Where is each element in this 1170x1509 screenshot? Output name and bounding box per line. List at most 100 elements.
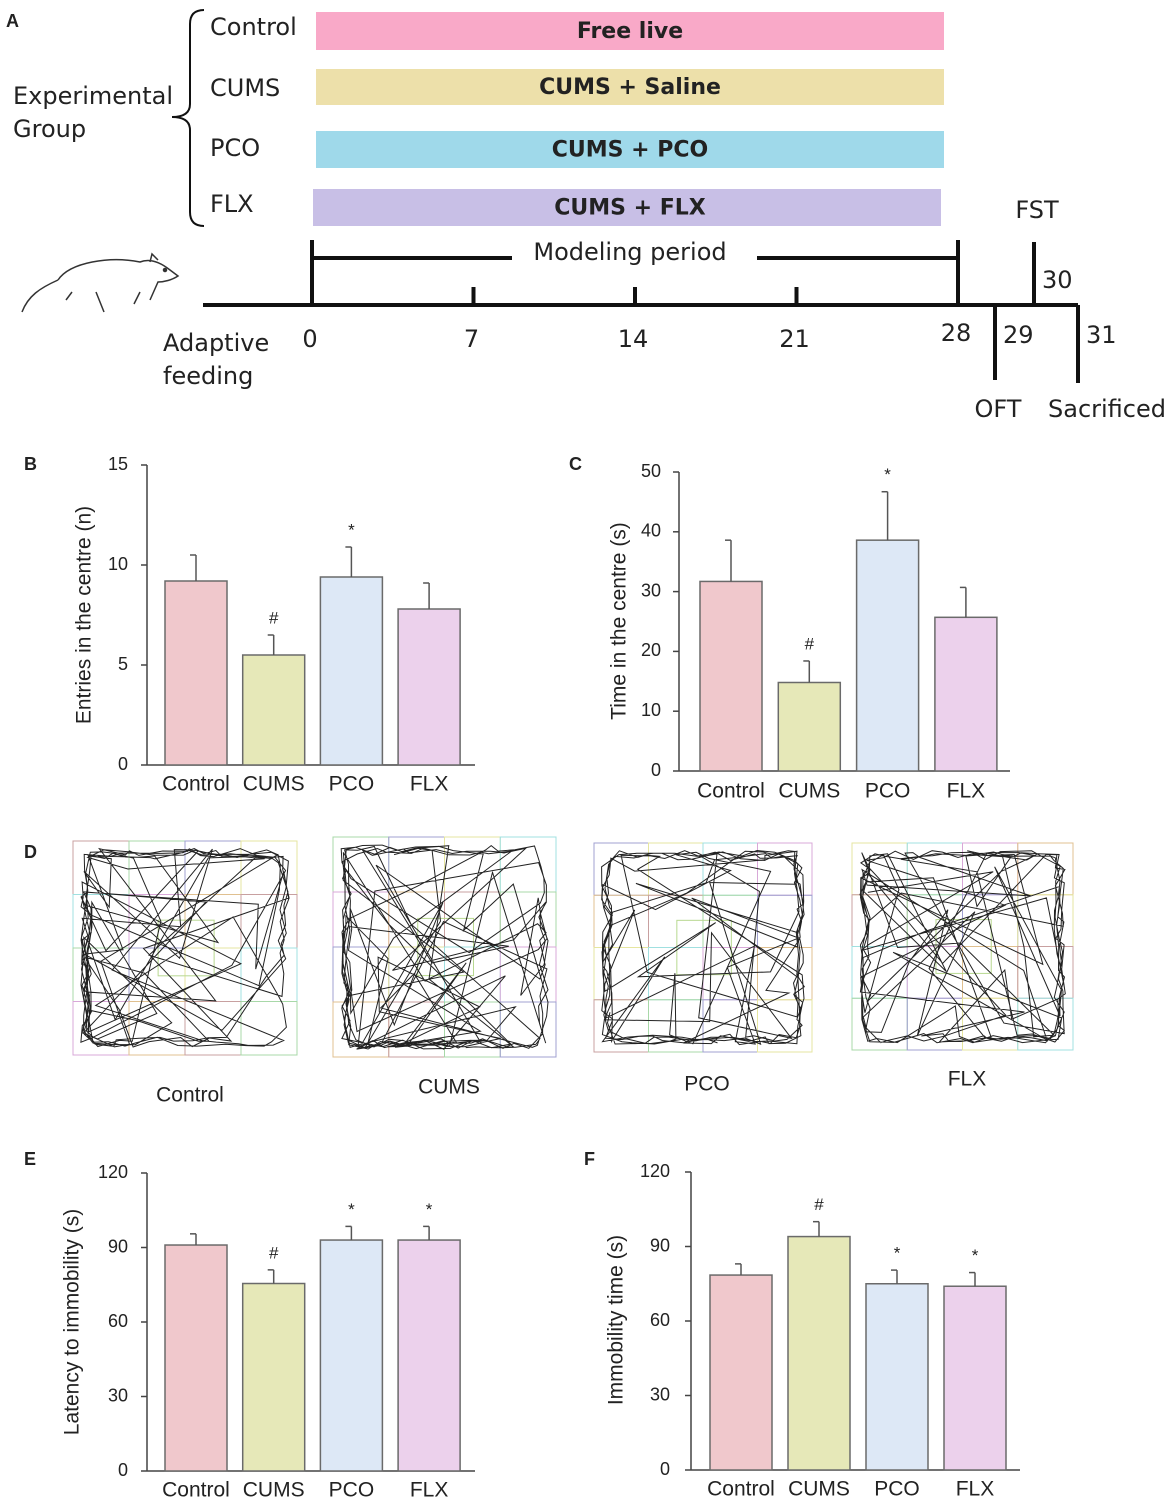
treatment-label: Free live — [577, 19, 683, 44]
arena-zone — [332, 946, 390, 1003]
bar — [397, 1239, 461, 1472]
y-axis-label: Entries in the centre (n) — [73, 506, 96, 724]
bar — [787, 1235, 851, 1471]
event-label: FST — [1015, 196, 1059, 224]
x-tick-label: PCO — [874, 1478, 920, 1501]
panel-label: C — [569, 454, 582, 474]
trace-label: PCO — [684, 1073, 730, 1096]
arena-zone — [648, 894, 704, 948]
start-label: Adaptive feeding — [163, 329, 270, 390]
day-label: 14 — [618, 325, 649, 353]
x-tick-label: Control — [162, 1479, 230, 1502]
bar — [943, 1285, 1007, 1471]
y-tick-label: 90 — [108, 1236, 128, 1256]
day-label: 7 — [464, 325, 479, 353]
treatment-label: CUMS + PCO — [552, 138, 708, 163]
event-label: Sacrificed — [1048, 395, 1166, 423]
significance-mark: # — [814, 1195, 824, 1214]
significance-mark: * — [972, 1246, 979, 1265]
arena-zone — [499, 1001, 557, 1058]
x-tick-label: CUMS — [778, 780, 840, 803]
x-tick-label: PCO — [329, 1479, 375, 1502]
bar — [241, 1282, 306, 1472]
bar — [777, 681, 842, 772]
x-tick-label: CUMS — [243, 1479, 305, 1502]
x-tick-label: FLX — [410, 773, 449, 796]
significance-mark: # — [805, 634, 815, 653]
arena-zone — [332, 891, 390, 948]
rat-icon — [21, 252, 180, 313]
open-field-trace — [851, 842, 1074, 1051]
bar — [319, 576, 384, 766]
y-tick-label: 50 — [641, 461, 661, 481]
treatment-bar — [313, 189, 941, 226]
event-day: 30 — [1042, 266, 1073, 294]
y-tick-label: 20 — [641, 640, 661, 660]
panel-label: E — [24, 1149, 36, 1169]
arena-zone — [444, 836, 501, 893]
y-tick-label: 120 — [640, 1161, 670, 1181]
arena-center — [935, 919, 992, 974]
significance-mark: * — [894, 1244, 901, 1263]
bar — [934, 616, 998, 772]
trace-label: FLX — [948, 1068, 987, 1091]
arena-zone — [444, 891, 501, 948]
trace-label: Control — [156, 1084, 224, 1107]
y-tick-label: 90 — [650, 1235, 670, 1255]
panel-label: D — [24, 842, 37, 862]
arena-zone — [1017, 997, 1074, 1051]
arena-center — [157, 919, 215, 977]
y-tick-label: 15 — [108, 454, 128, 474]
bar — [699, 580, 763, 772]
treatment-bar — [316, 69, 944, 105]
y-tick-label: 60 — [650, 1310, 670, 1330]
bar — [709, 1274, 773, 1471]
treatment-bar — [316, 12, 944, 50]
group-label: Experimental Group — [13, 82, 174, 143]
group-name: PCO — [210, 134, 260, 162]
arena-zone — [240, 947, 298, 1002]
x-tick-label: PCO — [329, 773, 375, 796]
trace-path — [340, 844, 549, 1050]
event-day: 31 — [1086, 321, 1117, 349]
event-label: OFT — [975, 395, 1022, 423]
open-field-trace — [72, 840, 298, 1056]
bar — [865, 1283, 929, 1471]
open-field-trace — [593, 842, 813, 1053]
y-tick-label: 0 — [118, 1460, 128, 1480]
period-label: Modeling period — [533, 238, 726, 266]
trace-path — [859, 850, 1066, 1044]
arena-zone — [648, 947, 704, 1001]
bar — [164, 580, 228, 766]
significance-mark: # — [269, 1243, 279, 1262]
day-label: 0 — [302, 325, 317, 353]
y-tick-label: 30 — [108, 1385, 128, 1405]
y-tick-label: 10 — [108, 554, 128, 574]
arena-zone — [757, 999, 813, 1053]
y-axis-label: Latency to immobility (s) — [61, 1209, 84, 1435]
significance-mark: * — [348, 1200, 355, 1219]
panel-label: B — [24, 454, 37, 474]
y-tick-label: 40 — [641, 521, 661, 541]
significance-mark: * — [348, 520, 355, 539]
bar — [241, 654, 306, 766]
y-axis-label: Time in the centre (s) — [608, 522, 631, 720]
group-brace — [171, 9, 205, 227]
y-tick-label: 30 — [641, 580, 661, 600]
treatment-bar — [316, 131, 944, 168]
x-tick-label: FLX — [947, 780, 986, 803]
trace-path — [80, 847, 290, 1048]
panel-label: A — [6, 11, 19, 31]
bar — [397, 608, 461, 766]
group-name: FLX — [210, 190, 254, 218]
y-tick-label: 30 — [650, 1384, 670, 1404]
arena-zone — [240, 840, 298, 895]
y-axis-label: Immobility time (s) — [605, 1235, 628, 1405]
y-tick-label: 5 — [118, 654, 128, 674]
y-tick-label: 10 — [641, 700, 661, 720]
arena-zone — [240, 1001, 298, 1056]
bar — [855, 539, 920, 772]
day-label: 21 — [779, 325, 810, 353]
